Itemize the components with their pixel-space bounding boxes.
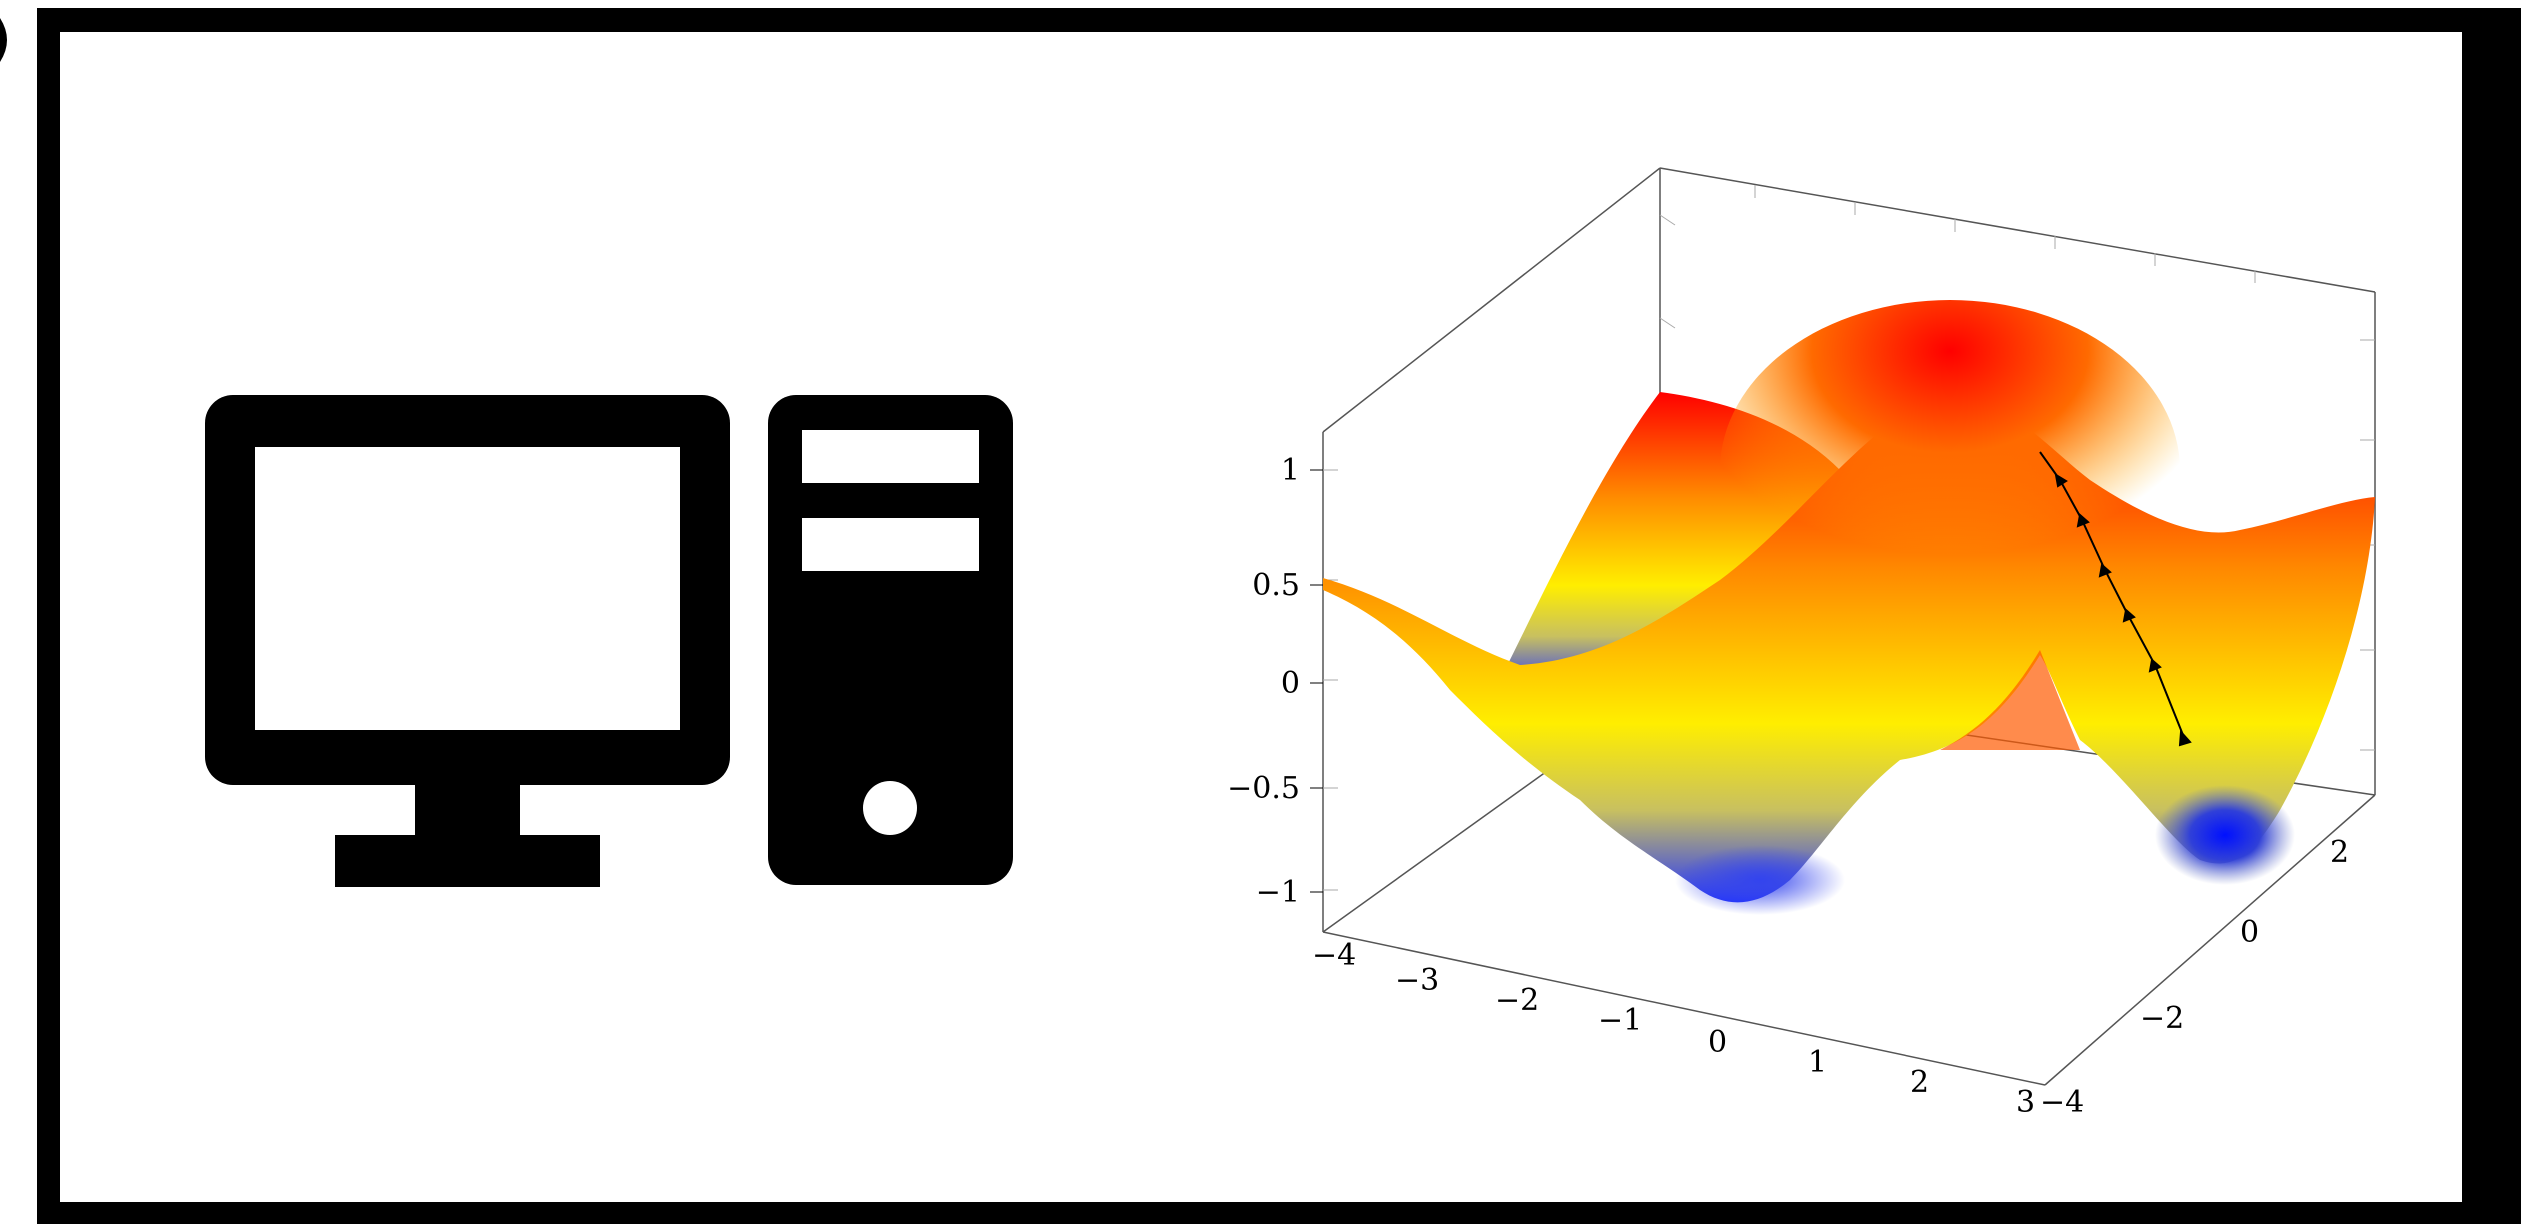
- x-tick-label: 0: [1708, 1025, 1727, 1060]
- path-marker: [2178, 729, 2192, 747]
- x-tick-label: 1: [1808, 1045, 1827, 1080]
- y-tick-label: 2: [2330, 835, 2349, 870]
- surface-plot: [1323, 300, 2375, 915]
- path-marker: [2076, 513, 2090, 528]
- x-tick-label: −4: [1312, 938, 1356, 973]
- path-marker: [2054, 473, 2068, 488]
- z-tick-label: 0.5: [1252, 568, 1300, 603]
- z-axis: 1 0.5 0 −0.5 −1: [1227, 453, 1323, 910]
- z-tick-label: −0.5: [1227, 771, 1300, 806]
- x-tick-label: −3: [1395, 963, 1439, 998]
- surface-peak: [1720, 300, 2180, 640]
- path-marker: [2122, 608, 2136, 623]
- left-edge-fragment: [0, 18, 7, 62]
- z-tick-label: −1: [1256, 875, 1300, 910]
- descent-path: [2039, 451, 2192, 747]
- z-tick-label: 0: [1281, 666, 1300, 701]
- x-axis: −4 −3 −2 −1 0 1 2 3: [1312, 938, 2035, 1120]
- valley-left: [1675, 845, 1845, 915]
- x-tick-label: 2: [1910, 1065, 1929, 1100]
- desktop-monitor-icon: [205, 395, 730, 887]
- y-tick-label: 0: [2240, 915, 2259, 950]
- valley-right: [2155, 785, 2295, 885]
- x-tick-label: −1: [1598, 1003, 1642, 1038]
- y-tick-label: −4: [2040, 1085, 2084, 1120]
- x-tick-label: −2: [1495, 983, 1539, 1018]
- surface-back-left: [1323, 392, 1840, 690]
- surface-crease: [1940, 650, 2080, 750]
- path-marker: [2098, 563, 2112, 578]
- x-tick-label: 3: [2016, 1085, 2035, 1120]
- y-tick-label: −2: [2140, 1001, 2184, 1036]
- computer-tower-icon: [768, 395, 1013, 885]
- y-axis: −4 −2 0 2: [2040, 835, 2349, 1120]
- z-tick-label: 1: [1281, 453, 1300, 488]
- path-marker: [2148, 658, 2162, 673]
